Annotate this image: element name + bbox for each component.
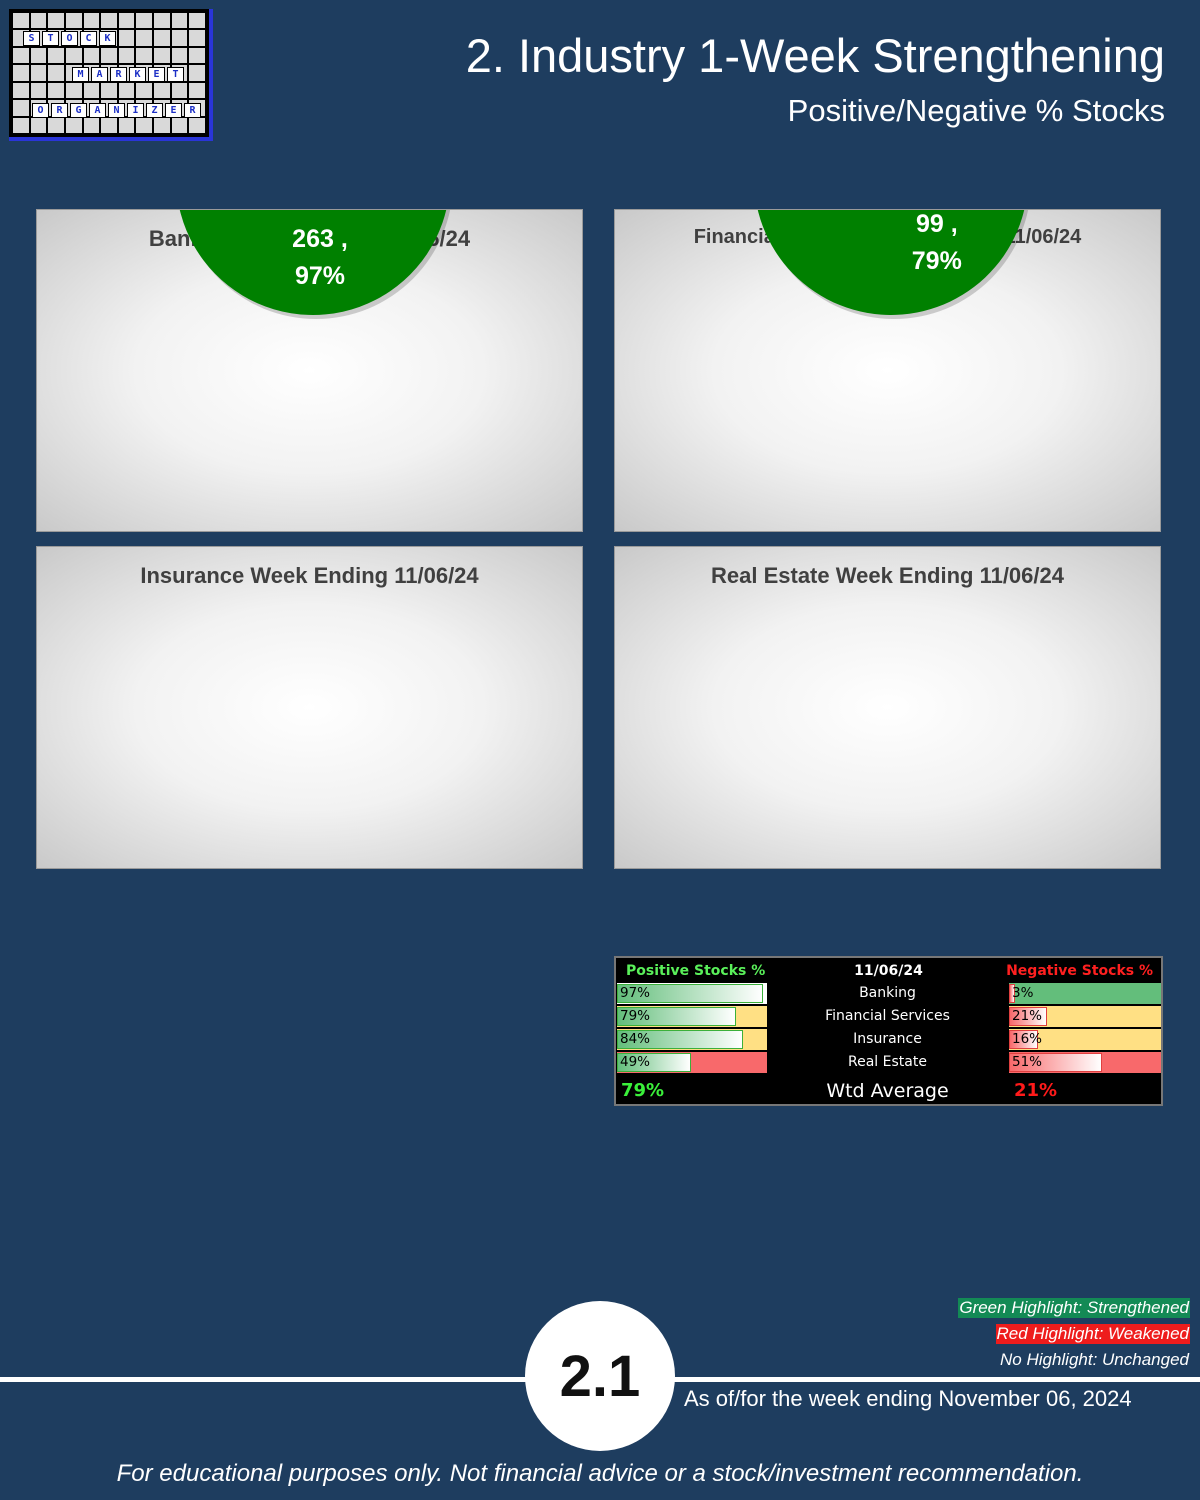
logo-letter: E (148, 67, 165, 82)
page-subtitle: Positive/Negative % Stocks (787, 93, 1165, 128)
average-positive: 79% (621, 1080, 665, 1101)
pie-data-label: 263 , 97% (292, 225, 348, 290)
logo-letter: C (80, 31, 97, 46)
pie-panel-banking: Banking Week Ending 11/06/24 8 , 3%263 ,… (36, 209, 583, 532)
logo-letter: O (61, 31, 78, 46)
summary-row: 97% Banking 3% (616, 983, 1161, 1005)
logo-letter: T (167, 67, 184, 82)
logo-letter: T (42, 31, 59, 46)
positive-bar (617, 984, 763, 1003)
logo-letter: A (91, 67, 108, 82)
legend-strengthened: Green Highlight: Strengthened (958, 1298, 1190, 1318)
negative-bar (1009, 1030, 1039, 1049)
summary-row: 79% Financial Services 21% (616, 1006, 1161, 1028)
logo-letter: E (165, 103, 182, 118)
pie-slice-positive (757, 210, 1025, 315)
logo-letter: G (70, 103, 87, 118)
negative-bar (1009, 1053, 1103, 1072)
negative-cell: 3% (1009, 983, 1161, 1004)
positive-cell: 97% (617, 983, 767, 1004)
industry-label: Banking (859, 985, 916, 1001)
average-negative: 21% (1014, 1080, 1058, 1101)
pie-chart-financial-services: 26 ,21%99 ,79% (757, 210, 1029, 319)
legend-weakened: Red Highlight: Weakened (995, 1324, 1190, 1344)
industry-label: Real Estate (848, 1054, 927, 1070)
disclaimer: For educational purposes only. Not finan… (116, 1460, 1084, 1487)
positive-value: 49% (620, 1054, 651, 1070)
pie-data-label: 99 , 79% (912, 210, 962, 275)
pie-title: Insurance Week Ending 11/06/24 (140, 563, 479, 588)
pie-panel-insurance: Insurance Week Ending 11/06/24 14 ,16%71… (36, 546, 583, 869)
pie-chart-banking: 8 , 3%263 ,97% (179, 210, 451, 319)
as-of-date: As of/for the week ending November 06, 2… (684, 1386, 1132, 1411)
negative-bar (1009, 1007, 1048, 1026)
date-header: 11/06/24 (854, 963, 923, 979)
summary-row: 84% Insurance 16% (616, 1029, 1161, 1051)
negative-value: 21% (1012, 1008, 1043, 1024)
logo-letter: M (72, 67, 89, 82)
pie-chart-insurance: 14 ,16%71 ,84% (37, 547, 584, 870)
average-label: Wtd Average (826, 1080, 949, 1102)
negative-cell: 51% (1009, 1052, 1161, 1073)
legend-unchanged: No Highlight: Unchanged (999, 1350, 1189, 1369)
positive-cell: 79% (617, 1006, 767, 1027)
negative-header: Negative Stocks % (1006, 963, 1153, 979)
industry-label: Financial Services (825, 1008, 950, 1024)
page-title: 2. Industry 1-Week Strengthening (465, 29, 1165, 82)
pie-panel-real-estate: Real Estate Week Ending 11/06/24 88 ,51%… (614, 546, 1161, 869)
logo-letter: I (127, 103, 144, 118)
logo-letter: A (89, 103, 106, 118)
negative-cell: 16% (1009, 1029, 1161, 1050)
logo-letter: R (51, 103, 68, 118)
logo-letter: N (108, 103, 125, 118)
industry-label: Insurance (853, 1031, 922, 1047)
page-number: 2.1 (559, 1343, 641, 1409)
negative-value: 3% (1012, 985, 1034, 1001)
positive-header: Positive Stocks % (626, 963, 766, 979)
logo-letter: R (184, 103, 201, 118)
pie-title: Real Estate Week Ending 11/06/24 (711, 563, 1064, 588)
negative-cell: 21% (1009, 1006, 1161, 1027)
positive-bar (617, 1053, 691, 1072)
logo-letter: K (99, 31, 116, 46)
negative-value: 16% (1012, 1031, 1043, 1047)
logo-letter: S (23, 31, 40, 46)
positive-bar (617, 1030, 743, 1049)
positive-value: 97% (620, 985, 651, 1001)
summary-table: Positive Stocks % 11/06/24 Negative Stoc… (614, 956, 1163, 1106)
negative-bar (1009, 984, 1016, 1003)
pie-panel-financial-services: Financial Services Week Ending 11/06/24 … (614, 209, 1161, 532)
positive-value: 79% (620, 1008, 651, 1024)
positive-cell: 84% (617, 1029, 767, 1050)
logo-letter: Z (146, 103, 163, 118)
positive-value: 84% (620, 1031, 651, 1047)
positive-cell: 49% (617, 1052, 767, 1073)
negative-value: 51% (1012, 1054, 1043, 1070)
pie-chart-real-estate: 88 ,51%86 ,49% (615, 547, 1162, 870)
logo-letter: K (129, 67, 146, 82)
page-number-badge: 2.1 (525, 1301, 675, 1451)
logo-letter: R (110, 67, 127, 82)
summary-row: 49% Real Estate 51% (616, 1052, 1161, 1074)
logo-letter: O (32, 103, 49, 118)
positive-bar (617, 1007, 736, 1026)
pie-slice-positive (179, 210, 447, 315)
